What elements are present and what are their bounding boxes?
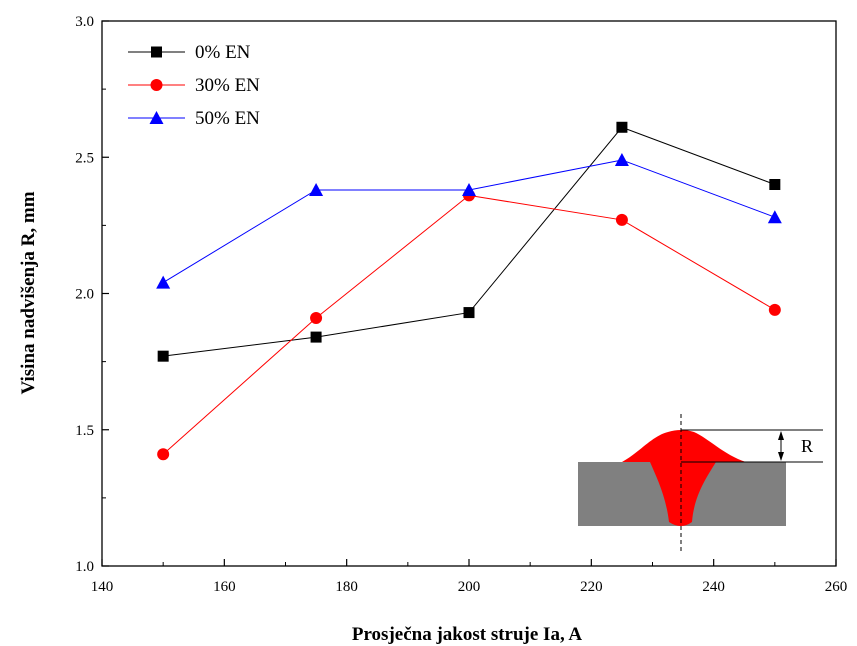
x-tick-label: 140 bbox=[91, 579, 114, 595]
series-layer bbox=[156, 121, 782, 461]
legend-label: 30% EN bbox=[195, 75, 260, 96]
y-axis-title: Visina nadvišenja R, mm bbox=[18, 191, 39, 394]
weld-bead bbox=[622, 430, 746, 526]
dimension-arrow-down bbox=[778, 452, 784, 461]
x-tick-label: 160 bbox=[213, 579, 236, 595]
axis-ticks: 140 160 180 200 220 240 260 1.0 1.5 2.0 2.5 3.0 bbox=[75, 14, 847, 595]
data-point bbox=[616, 121, 628, 133]
x-axis-title: Prosječna jakost struje Ia, A bbox=[352, 624, 583, 645]
data-point bbox=[615, 213, 628, 226]
dimension-label: R bbox=[801, 436, 813, 456]
data-point bbox=[768, 303, 781, 316]
legend-marker bbox=[151, 46, 162, 58]
data-point bbox=[310, 331, 322, 343]
y-tick-label: 2.5 bbox=[75, 150, 94, 166]
y-tick-label: 2.0 bbox=[75, 287, 94, 303]
data-point bbox=[769, 179, 781, 190]
data-point bbox=[157, 350, 169, 362]
data-point bbox=[156, 275, 171, 289]
x-tick-label: 220 bbox=[580, 579, 603, 595]
legend-marker bbox=[149, 111, 164, 124]
legend: 0% EN 30% EN 50% EN bbox=[128, 42, 260, 129]
x-tick-label: 240 bbox=[702, 579, 725, 595]
y-tick-label: 1.0 bbox=[75, 559, 94, 575]
data-point bbox=[462, 182, 476, 196]
data-point bbox=[767, 210, 782, 224]
data-point bbox=[310, 312, 323, 325]
data-point bbox=[157, 448, 170, 461]
legend-label: 50% EN bbox=[195, 108, 260, 129]
x-tick-label: 200 bbox=[458, 579, 481, 595]
x-tick-label: 180 bbox=[335, 579, 358, 595]
data-point bbox=[614, 152, 629, 166]
data-point bbox=[309, 182, 324, 196]
dimension-arrow-up bbox=[778, 431, 784, 440]
x-tick-label: 260 bbox=[825, 579, 848, 595]
legend-label: 0% EN bbox=[195, 42, 251, 63]
data-point bbox=[463, 307, 475, 319]
legend-marker bbox=[150, 79, 163, 91]
y-tick-label: 3.0 bbox=[75, 14, 94, 30]
y-tick-label: 1.5 bbox=[75, 423, 94, 439]
weld-inset: R bbox=[578, 414, 823, 553]
